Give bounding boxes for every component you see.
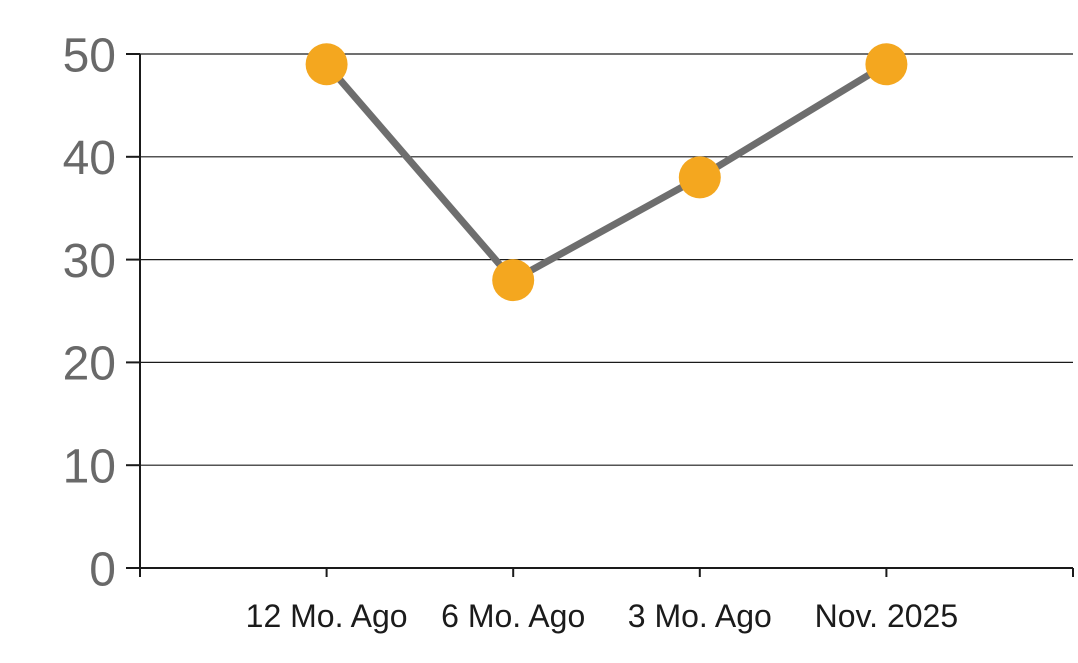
data-point-marker	[492, 259, 535, 302]
y-axis-tick-label: 20	[63, 338, 116, 391]
plot-area	[140, 54, 1073, 568]
x-axis-tick-label: 3 Mo. Ago	[628, 598, 772, 634]
y-axis-tick-label: 10	[63, 440, 116, 493]
x-axis-tick-label: 12 Mo. Ago	[246, 598, 408, 634]
x-axis-tick-label: Nov. 2025	[815, 598, 959, 634]
data-point-marker	[865, 43, 908, 86]
y-axis-tick-label: 30	[63, 235, 116, 288]
data-point-marker	[305, 43, 348, 86]
y-axis-tick-label: 40	[63, 132, 116, 185]
x-axis-tick-label: 6 Mo. Ago	[441, 598, 585, 634]
data-line	[323, 61, 889, 284]
y-axis-tick-label: 0	[89, 543, 116, 596]
data-point-marker	[678, 156, 721, 199]
y-axis-tick-label: 50	[63, 29, 116, 82]
